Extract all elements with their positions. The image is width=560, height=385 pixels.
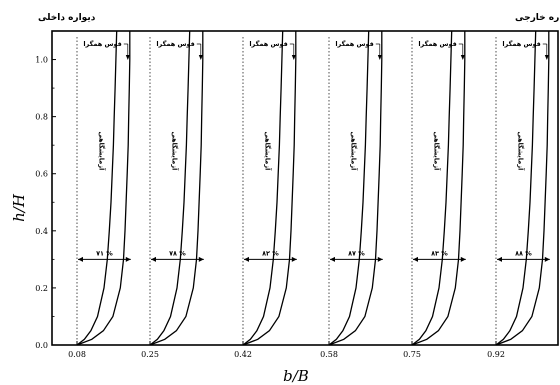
experimental-curve-label: آزمایشگاهی (98, 131, 107, 171)
panel-5: قوس همگرا آزمایشگاهی ٨٣ % (411, 30, 466, 346)
y-tick-label: 0.8 (35, 113, 48, 122)
isovel-curve-label: قوس همگرا (156, 40, 194, 48)
experimental-curve (149, 30, 191, 346)
experimental-curve-label: آزمایشگاهی (350, 131, 359, 171)
arrowhead-right (544, 256, 550, 262)
x-axis-title: b/B (283, 367, 309, 385)
panel-2: قوس همگرا آزمایشگاهی ٧٨ % (149, 30, 204, 346)
experimental-curve-label: آزمایشگاهی (171, 131, 180, 171)
y-tick-label: 1.0 (35, 56, 48, 65)
isovel-curve (495, 31, 550, 346)
isovel-curve-label: قوس همگرا (335, 40, 373, 48)
x-tick-label: 0.08 (68, 350, 86, 359)
percent-label: ٨٣ % (431, 249, 448, 257)
label-arrowhead (544, 55, 549, 60)
isovel-curve (328, 31, 383, 346)
arrowhead-right (460, 256, 466, 262)
y-tick-label: 0.6 (35, 170, 48, 179)
panel-6: قوس همگرا آزمایشگاهی ٨٨ % (495, 30, 550, 346)
label-arrowhead (125, 55, 130, 60)
arrowhead-left (151, 256, 156, 262)
percent-label: ٨٢ % (262, 249, 279, 257)
panel-3: قوس همگرا آزمایشگاهی ٨٢ % (242, 30, 297, 346)
x-axis: 0.08 0.25 0.42 0.58 0.75 0.92 (68, 341, 505, 359)
experimental-curve (242, 30, 284, 346)
y-tick-label: 0.2 (35, 284, 48, 293)
arrowhead-right (198, 256, 204, 262)
experimental-curve (328, 30, 370, 346)
percent-label: ٧١ % (96, 249, 113, 257)
percent-label: ٨٨ % (515, 249, 532, 257)
arrowhead-left (78, 256, 83, 262)
isovel-curve (242, 31, 297, 346)
isovel-curve (149, 31, 204, 346)
label-arrowhead (377, 55, 382, 60)
x-tick-label: 0.58 (320, 350, 338, 359)
isovel-curve-label: قوس همگرا (418, 40, 456, 48)
panel-4: قوس همگرا آزمایشگاهی ٨٧ % (328, 30, 383, 346)
inner-wall-label: دیواره داخلی (38, 13, 96, 23)
arrowhead-left (244, 256, 249, 262)
experimental-curve-label: آزمایشگاهی (264, 131, 273, 171)
experimental-curve (411, 30, 453, 346)
y-axis: 0.0 0.2 0.4 0.6 0.8 1.0 (35, 30, 56, 350)
arrowhead-left (413, 256, 418, 262)
isovel-curve-label: قوس همگرا (249, 40, 287, 48)
experimental-curve-label: آزمایشگاهی (433, 131, 442, 171)
percent-label: ٨٧ % (348, 249, 365, 257)
isovel-curve (76, 31, 131, 346)
experimental-curve-label: آزمایشگاهی (517, 131, 526, 171)
arrowhead-right (377, 256, 383, 262)
arrowhead-right (291, 256, 297, 262)
y-axis-title: h/H (10, 193, 28, 222)
profile-panels: قوس همگرا آزمایشگاهی ٧١ % قوس همگرا آزمایشگا… (76, 30, 550, 346)
isovel-curve (411, 31, 466, 346)
arrowhead-left (330, 256, 335, 262)
isovel-curve-label: قوس همگرا (83, 40, 121, 48)
plot-frame (51, 30, 559, 346)
outer-wall-label: دیواره خارجی (515, 13, 560, 23)
experimental-curve (495, 30, 537, 346)
arrowhead-left (497, 256, 502, 262)
isovel-curve-label: قوس همگرا (502, 40, 540, 48)
x-tick-label: 0.25 (141, 350, 159, 359)
label-arrowhead (198, 55, 203, 60)
label-arrowhead (460, 55, 465, 60)
x-tick-label: 0.42 (234, 350, 252, 359)
panel-1: قوس همگرا آزمایشگاهی ٧١ % (76, 30, 131, 346)
y-tick-label: 0.4 (35, 227, 48, 236)
x-tick-label: 0.75 (403, 350, 421, 359)
label-arrowhead (291, 55, 296, 60)
percent-label: ٧٨ % (169, 249, 186, 257)
arrowhead-right (125, 256, 131, 262)
x-tick-label: 0.92 (487, 350, 505, 359)
experimental-curve (76, 30, 118, 346)
y-tick-label: 0.0 (35, 341, 48, 350)
plot-border (51, 30, 559, 346)
